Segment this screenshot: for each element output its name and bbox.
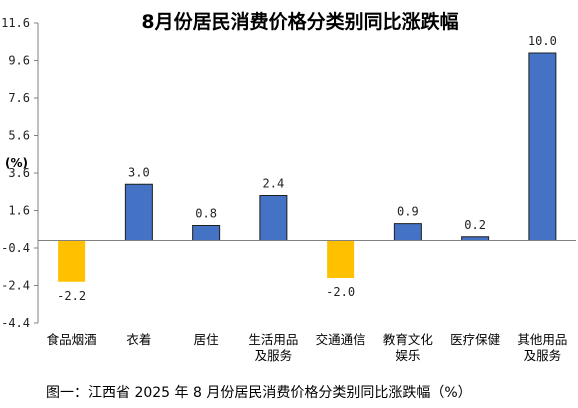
data-label: 2.4 [263, 177, 285, 191]
category-label: 及服务 [524, 348, 562, 363]
data-labels: -2.2 3.0 0.8 2.4 -2.0 0.9 0.2 10.0 [57, 34, 557, 303]
category-label: 其他用品 [517, 332, 567, 347]
y-tick-label: 1.6 [8, 204, 30, 218]
y-tick-label: 9.6 [8, 54, 30, 68]
category-label: 生活用品 [248, 332, 298, 347]
figure-caption: 图一：江西省 2025 年 8 月份居民消费价格分类别同比涨跌幅（%） [46, 385, 472, 401]
data-label: 3.0 [128, 165, 150, 179]
category-label: 教育文化 [383, 332, 434, 347]
y-tick-label: -2.4 [1, 279, 30, 293]
y-axis-unit-label: (%) [5, 156, 28, 170]
y-tick-label: 11.6 [1, 16, 30, 30]
data-label: -2.2 [57, 289, 86, 303]
bar [327, 240, 355, 278]
bar [461, 236, 490, 241]
bar [393, 223, 422, 241]
y-tick-label: -4.4 [1, 316, 30, 330]
data-label: 0.9 [397, 205, 419, 219]
bar [58, 240, 86, 282]
category-label: 及服务 [255, 348, 293, 363]
y-tick-label: 7.6 [8, 91, 30, 105]
category-label: 食品烟酒 [47, 332, 97, 347]
data-label: 10.0 [528, 34, 557, 48]
bar [124, 183, 153, 241]
data-label: -2.0 [326, 285, 355, 299]
category-label: 交通通信 [316, 332, 366, 347]
bars [58, 52, 557, 282]
category-label: 医疗保健 [450, 332, 501, 347]
bar [528, 52, 557, 241]
category-label: 衣着 [126, 332, 151, 347]
y-tick-label: 5.6 [8, 129, 30, 143]
bar [192, 225, 221, 241]
y-axis-ticks: 11.6 9.6 7.6 5.6 3.6 1.6 -0.4 -2.4 -4.4 [1, 16, 38, 330]
chart-title: 8月份居民消费价格分类别同比涨跌幅 [141, 10, 458, 33]
bar [259, 195, 288, 241]
data-label: 0.2 [464, 218, 486, 232]
category-label: 居住 [194, 332, 220, 347]
category-label: 娱乐 [395, 348, 420, 363]
y-tick-label: 3.6 [8, 166, 30, 180]
y-tick-label: -0.4 [1, 241, 30, 255]
data-label: 0.8 [195, 207, 217, 221]
